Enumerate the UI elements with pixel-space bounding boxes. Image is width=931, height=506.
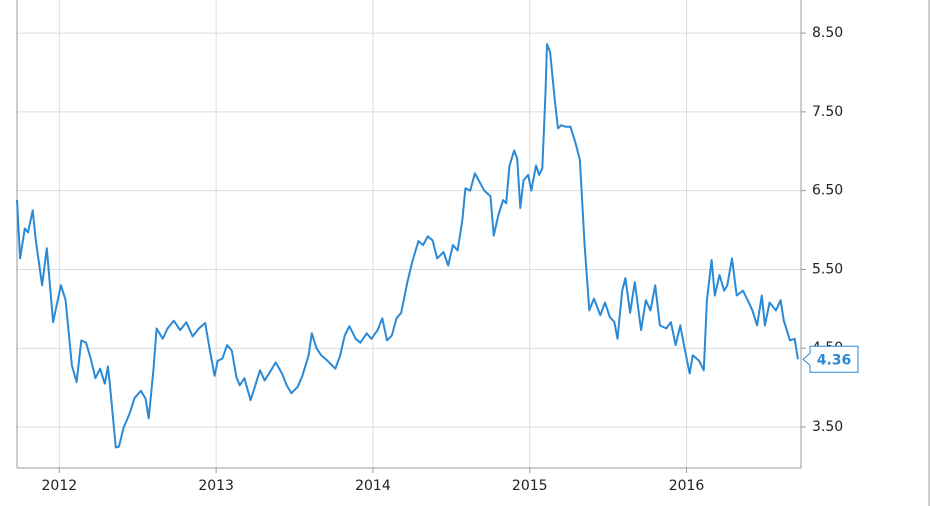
- y-tick-label: 6.50: [812, 183, 843, 199]
- x-tick-label: 2012: [42, 478, 78, 494]
- last-value-label: 4.36: [817, 352, 852, 368]
- y-tick-label: 8.50: [812, 25, 843, 41]
- price-line: [16, 43, 799, 449]
- x-tick-label: 2015: [512, 478, 548, 494]
- last-value-box: [802, 345, 859, 373]
- x-tick-label: 2013: [198, 478, 234, 494]
- x-tick-label: 2016: [669, 478, 705, 494]
- x-tick-label: 2014: [355, 478, 391, 494]
- labels: 3.504.505.506.507.508.502012201320142015…: [42, 25, 859, 494]
- plot: [16, 43, 799, 449]
- y-tick-label: 7.50: [812, 104, 843, 120]
- grid: [16, 0, 806, 473]
- y-tick-label: 3.50: [812, 419, 843, 435]
- y-tick-label: 5.50: [812, 261, 843, 277]
